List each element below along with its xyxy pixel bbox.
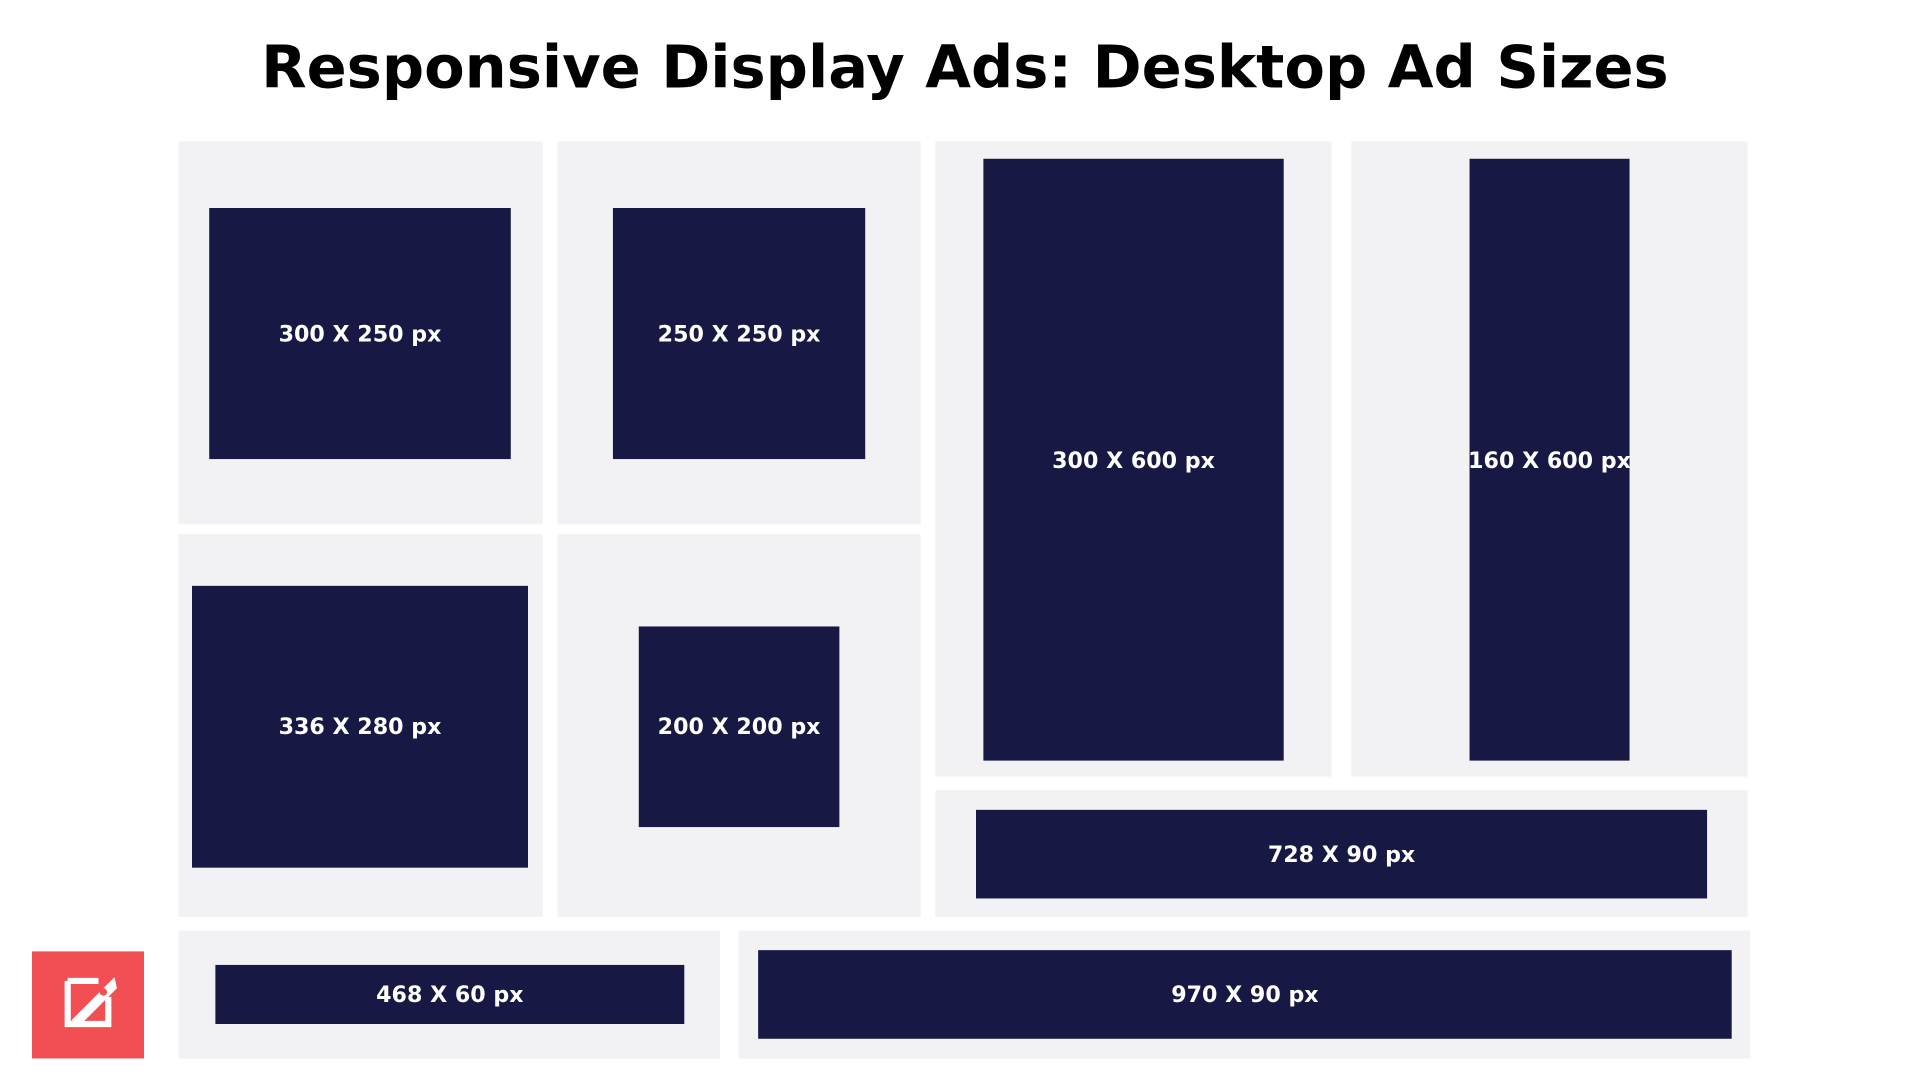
- logo-frame: [64, 977, 112, 1028]
- ad-box: [1469, 158, 1630, 761]
- ad-label: 970 X 90 px: [1171, 982, 1318, 1008]
- ad-tile: 160 X 600 px: [1351, 141, 1748, 777]
- ad-label: 200 X 200 px: [658, 714, 821, 740]
- logo-rocket: [71, 977, 117, 1024]
- ad-box: [758, 950, 1732, 1039]
- title: Responsive Display Ads: Desktop Ad Sizes: [261, 32, 1669, 101]
- logo: [32, 951, 144, 1059]
- ad-tile: 200 X 200 px: [557, 534, 921, 917]
- ad-box: [638, 626, 840, 828]
- ad-tile: 336 X 280 px: [178, 534, 543, 917]
- ad-tile: 970 X 90 px: [738, 930, 1751, 1059]
- ad-label: 250 X 250 px: [658, 321, 821, 347]
- ad-box: [209, 208, 511, 460]
- ad-tile: 728 X 90 px: [935, 790, 1748, 917]
- ad-box: [983, 158, 1284, 761]
- ad-box: [612, 208, 866, 460]
- ad-label: 160 X 600 px: [1468, 448, 1631, 474]
- ad-box: [192, 585, 528, 868]
- ad-label: 300 X 250 px: [279, 321, 442, 347]
- ad-tile: 300 X 250 px: [178, 141, 543, 525]
- ad-tile: 468 X 60 px: [178, 930, 720, 1059]
- ad-box: [976, 809, 1708, 899]
- ad-label: 300 X 600 px: [1052, 448, 1215, 474]
- ad-tile: 250 X 250 px: [557, 141, 921, 525]
- ad-label: 336 X 280 px: [279, 714, 442, 740]
- ad-box: [215, 964, 685, 1024]
- ad-label: 468 X 60 px: [376, 982, 523, 1008]
- ad-label: 728 X 90 px: [1268, 842, 1415, 868]
- logo-window: [99, 988, 108, 996]
- ad-tile: 300 X 600 px: [935, 141, 1332, 777]
